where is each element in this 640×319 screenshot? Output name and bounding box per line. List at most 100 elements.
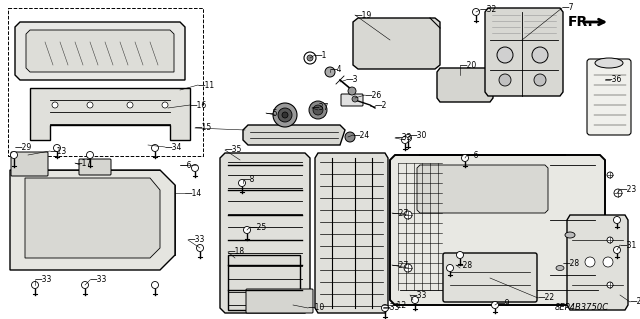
Circle shape [472, 9, 479, 16]
Polygon shape [30, 88, 190, 140]
Text: —3: —3 [346, 76, 358, 85]
Polygon shape [315, 153, 388, 313]
Text: —6: —6 [180, 160, 193, 169]
Text: —34: —34 [165, 143, 182, 152]
Text: —36: —36 [605, 76, 622, 85]
FancyBboxPatch shape [79, 159, 111, 175]
Text: —6: —6 [467, 151, 479, 160]
Text: —9: —9 [498, 299, 511, 308]
Ellipse shape [556, 265, 564, 271]
Circle shape [534, 74, 546, 86]
Circle shape [313, 105, 323, 115]
Circle shape [381, 305, 388, 311]
Ellipse shape [595, 58, 623, 68]
Ellipse shape [565, 232, 575, 238]
Circle shape [162, 102, 168, 108]
FancyBboxPatch shape [587, 59, 631, 135]
Text: —22: —22 [538, 293, 555, 302]
Text: —29: —29 [15, 143, 32, 152]
Text: —18: —18 [228, 248, 245, 256]
Text: —11: —11 [198, 80, 215, 90]
Polygon shape [10, 170, 175, 270]
Text: —32: —32 [480, 5, 497, 14]
Text: —2: —2 [375, 101, 387, 110]
Circle shape [31, 281, 38, 288]
Text: —33: —33 [90, 276, 108, 285]
Circle shape [607, 282, 613, 288]
Circle shape [87, 102, 93, 108]
Circle shape [239, 180, 246, 187]
Text: —25: —25 [250, 222, 268, 232]
Circle shape [404, 211, 412, 219]
Circle shape [81, 281, 88, 288]
Circle shape [603, 257, 613, 267]
Circle shape [52, 102, 58, 108]
Circle shape [309, 101, 327, 119]
Text: —24: —24 [353, 130, 371, 139]
Text: —33: —33 [395, 133, 412, 143]
Circle shape [404, 264, 412, 272]
Circle shape [307, 55, 313, 61]
Text: —35: —35 [225, 145, 243, 154]
Circle shape [325, 67, 335, 77]
Text: —13: —13 [50, 146, 67, 155]
Circle shape [304, 52, 316, 64]
Circle shape [499, 74, 511, 86]
Circle shape [614, 247, 621, 254]
Circle shape [282, 112, 288, 118]
FancyBboxPatch shape [443, 253, 537, 302]
Text: —19: —19 [355, 11, 372, 19]
Polygon shape [353, 18, 440, 69]
Text: —15: —15 [195, 123, 212, 132]
Text: —14: —14 [185, 189, 202, 197]
Circle shape [278, 108, 292, 122]
Text: —28: —28 [563, 258, 580, 268]
Polygon shape [243, 125, 345, 145]
Circle shape [273, 103, 297, 127]
Text: —33: —33 [410, 291, 428, 300]
FancyBboxPatch shape [246, 289, 313, 313]
Circle shape [401, 137, 408, 144]
Text: —1: —1 [315, 50, 328, 60]
Circle shape [607, 237, 613, 243]
Polygon shape [417, 165, 548, 213]
Circle shape [532, 47, 548, 63]
Polygon shape [15, 22, 185, 80]
Bar [228, 255, 300, 310]
Circle shape [152, 145, 159, 152]
Circle shape [352, 96, 358, 102]
Text: —16: —16 [190, 100, 207, 109]
Circle shape [614, 189, 622, 197]
Circle shape [345, 132, 355, 142]
Circle shape [243, 226, 250, 234]
Circle shape [86, 152, 93, 159]
FancyBboxPatch shape [341, 94, 363, 106]
Text: —30: —30 [410, 131, 428, 140]
Text: FR.: FR. [568, 15, 594, 29]
Circle shape [456, 251, 463, 258]
Circle shape [492, 301, 499, 308]
Polygon shape [485, 8, 563, 96]
Circle shape [348, 87, 356, 95]
Circle shape [585, 257, 595, 267]
Polygon shape [567, 215, 628, 310]
Polygon shape [390, 155, 605, 305]
Circle shape [191, 165, 198, 172]
Text: —33: —33 [188, 235, 205, 244]
Text: —31: —31 [620, 241, 637, 249]
Circle shape [614, 217, 621, 224]
Text: —27: —27 [392, 209, 409, 218]
Circle shape [54, 145, 61, 152]
Text: —5: —5 [266, 108, 278, 117]
Circle shape [196, 244, 204, 251]
Polygon shape [220, 153, 310, 313]
Text: —33: —33 [383, 303, 401, 313]
Text: —7: —7 [562, 4, 575, 12]
Circle shape [447, 264, 454, 271]
Text: —28: —28 [456, 261, 473, 270]
Text: —23: —23 [620, 186, 637, 195]
Text: —26: —26 [365, 91, 382, 100]
Circle shape [127, 102, 133, 108]
Circle shape [152, 281, 159, 288]
Text: —4: —4 [330, 65, 342, 75]
